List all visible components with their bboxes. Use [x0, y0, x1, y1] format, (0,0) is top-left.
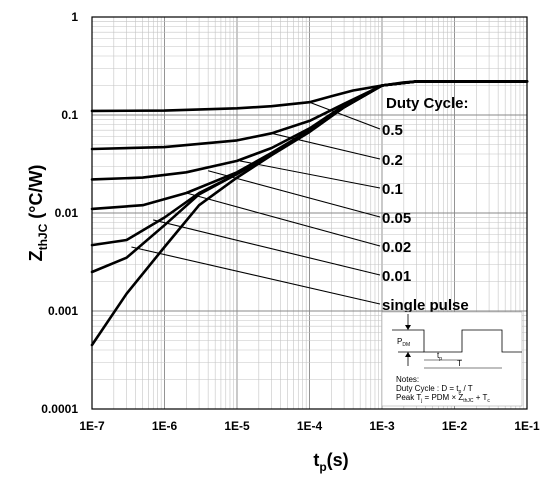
y-axis-title-unit: (°C/W): [26, 165, 46, 224]
y-axis-title: ZthJC (°C/W): [26, 165, 50, 262]
x-tick-label: 1E-6: [152, 419, 178, 433]
y-tick-label: 0.0001: [41, 402, 78, 416]
x-axis-title: tp(s): [313, 450, 348, 474]
x-tick-label: 1E-3: [369, 419, 395, 433]
duty-label-0.02: 0.02: [382, 239, 411, 256]
duty-label-0.05: 0.05: [382, 210, 411, 227]
tp-label: tp: [437, 351, 442, 362]
x-tick-label: 1E-4: [297, 419, 323, 433]
duty-label-0.2: 0.2: [382, 152, 403, 169]
series-line-single-pulse: [90, 80, 529, 347]
leader-lines: [131, 101, 381, 305]
leader-line: [186, 192, 381, 247]
notes-title: Notes:: [396, 375, 419, 384]
x-tick-label: 1E-1: [514, 419, 540, 433]
leader-line: [309, 101, 381, 130]
y-tick-label: 0.1: [61, 108, 78, 122]
x-axis-title-main: t: [313, 450, 319, 470]
note-duty-cycle: Duty Cycle : D = tp / T: [396, 384, 473, 395]
legend-title: Duty Cycle:: [386, 95, 469, 112]
leader-line: [131, 246, 381, 305]
duty-label-0.1: 0.1: [382, 181, 403, 198]
duty-label-0.01: 0.01: [382, 268, 411, 285]
leader-line: [208, 170, 381, 218]
x-tick-label: 1E-7: [79, 419, 105, 433]
duty-label-0.5: 0.5: [382, 122, 403, 139]
pulse-waveform: [392, 329, 522, 353]
duty-cycle-labels: 0.5 0.2 0.1 0.05 0.02 0.01 single pulse: [382, 122, 469, 314]
plot-area-border: [91, 16, 528, 410]
period-label: T: [457, 359, 462, 368]
inset-background: [381, 311, 523, 407]
y-tick-label: 0.01: [55, 206, 79, 220]
leader-line: [271, 132, 381, 160]
x-axis-title-subscript: p: [319, 460, 326, 474]
duty-cycle-inset: PDM tp T Notes: Duty Cycle : D = tp / T …: [381, 311, 523, 407]
tick-labels: 1E-7 1E-6 1E-5 1E-4 1E-3 1E-2 1E-1 1 0.1 0.01 0.00…: [41, 10, 540, 433]
note-peak-temperature: Peak Tj = PDM × ZthJC + Tc: [396, 393, 490, 404]
y-tick-label: 0.001: [48, 304, 78, 318]
duty-label-single-pulse: single pulse: [382, 297, 469, 314]
pdm-label: PDM: [397, 337, 410, 348]
pdm-arrow-up-head: [405, 352, 411, 357]
y-tick-label: 1: [71, 10, 78, 24]
x-tick-label: 1E-5: [224, 419, 250, 433]
y-axis-title-subscript: thJC: [36, 223, 50, 250]
pdm-arrow-down-head: [405, 325, 411, 330]
x-axis-title-unit: (s): [327, 450, 349, 470]
x-tick-label: 1E-2: [442, 419, 468, 433]
leader-line: [153, 219, 381, 276]
y-axis-title-main: Z: [26, 250, 46, 261]
leader-line: [239, 160, 381, 189]
